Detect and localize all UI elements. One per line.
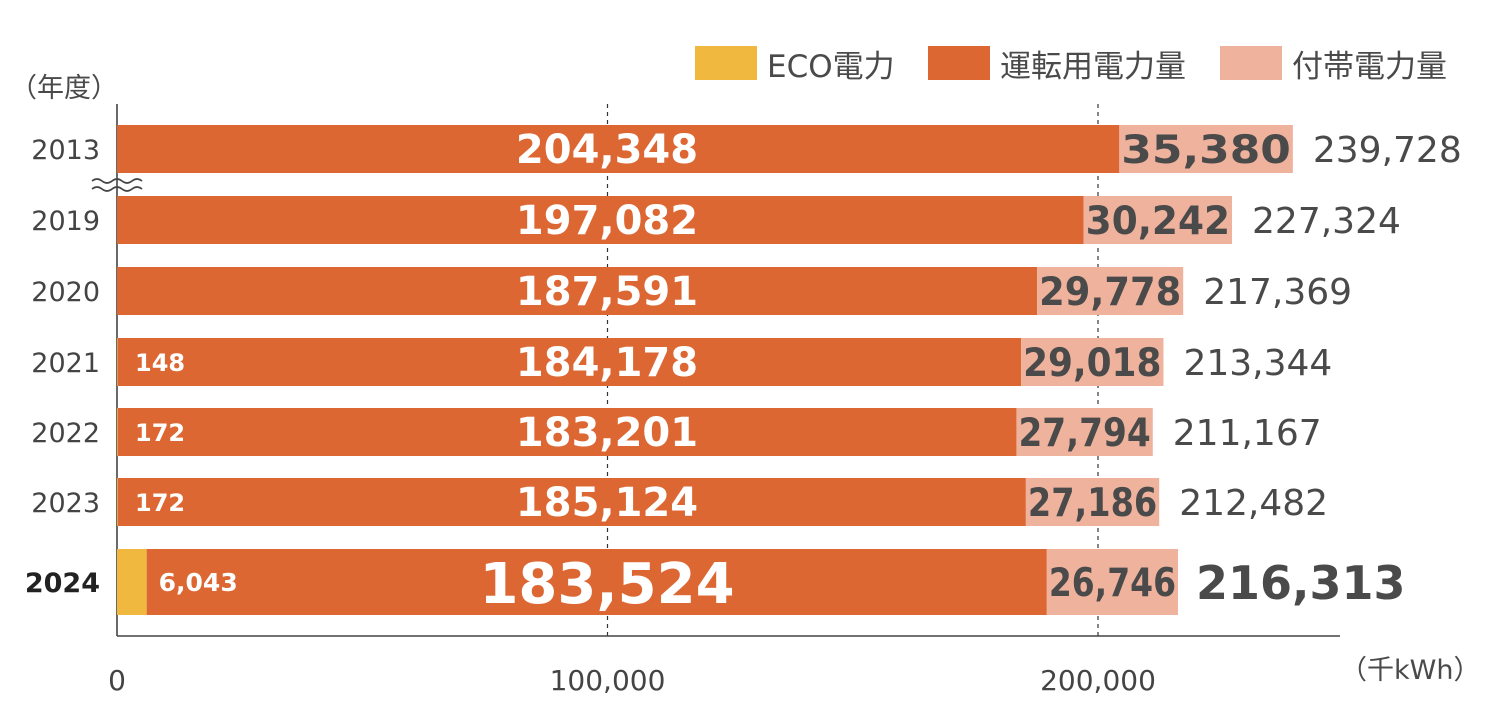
bar-eco-2024 — [117, 549, 147, 615]
x-axis-unit-label: （千kWh） — [1340, 655, 1481, 686]
legend-label-auxiliary: 付帯電力量 — [1292, 48, 1447, 85]
bar-operation-2020 — [117, 267, 1038, 315]
bar-eco-2022 — [117, 408, 118, 456]
data-label-eco-2023: 172 — [135, 489, 185, 517]
bar-auxiliary-2022 — [1016, 408, 1153, 456]
data-label-auxiliary-2023: 27,186 — [1028, 481, 1157, 526]
total-label-2013: 239,728 — [1313, 130, 1462, 171]
total-label-2020: 217,369 — [1203, 272, 1352, 313]
bar-eco-2021 — [117, 338, 118, 386]
bar-auxiliary-2023 — [1025, 478, 1160, 526]
data-label-auxiliary-2024: 26,746 — [1049, 561, 1176, 606]
y-tick-label-2023: 2023 — [31, 488, 100, 519]
bar-operation-2023 — [117, 478, 1026, 526]
legend-swatch-auxiliary — [1220, 46, 1282, 80]
bar-operation-2022 — [117, 408, 1017, 456]
bar-operation-2024 — [146, 549, 1047, 615]
data-label-operation-2022: 183,201 — [516, 410, 698, 456]
data-label-eco-2022: 172 — [135, 419, 185, 447]
legend-item-operation: 運転用電力量 — [928, 44, 1186, 85]
y-tick-label-2019: 2019 — [31, 206, 100, 237]
data-label-operation-2019: 197,082 — [516, 198, 698, 244]
bar-operation-2021 — [117, 338, 1022, 386]
legend-label-eco: ECO電力 — [767, 48, 895, 85]
y-tick-label-2022: 2022 — [31, 418, 100, 449]
data-label-auxiliary-2022: 27,794 — [1018, 411, 1150, 456]
bar-auxiliary-2020 — [1037, 267, 1184, 315]
total-label-2022: 211,167 — [1173, 413, 1322, 454]
data-label-operation-2013: 204,348 — [516, 127, 698, 173]
data-label-auxiliary-2019: 30,242 — [1086, 199, 1230, 244]
x-tick-label-2: 200,000 — [1040, 664, 1156, 697]
bar-auxiliary-2024 — [1046, 549, 1179, 615]
bar-auxiliary-2013 — [1119, 125, 1293, 173]
y-tick-label-2013: 2013 — [31, 135, 100, 166]
y-tick-label-2020: 2020 — [31, 277, 100, 308]
y-tick-label-2021: 2021 — [31, 348, 100, 379]
axis-break-wave-1 — [91, 186, 143, 192]
total-label-2019: 227,324 — [1252, 201, 1401, 242]
x-tick-label-0: 0 — [108, 664, 126, 697]
x-tick-label-1: 100,000 — [550, 664, 666, 697]
legend-swatch-operation — [928, 46, 990, 80]
total-label-2021: 213,344 — [1183, 343, 1332, 384]
bar-operation-2019 — [117, 196, 1084, 244]
bar-auxiliary-2019 — [1083, 196, 1233, 244]
data-label-operation-2021: 184,178 — [516, 340, 698, 386]
data-label-operation-2024: 183,524 — [479, 552, 734, 617]
data-label-auxiliary-2013: 35,380 — [1121, 128, 1291, 173]
y-axis-unit-label: （年度） — [10, 73, 118, 104]
legend-item-auxiliary: 付帯電力量 — [1220, 44, 1447, 85]
bar-operation-2013 — [117, 125, 1120, 173]
total-label-2024: 216,313 — [1196, 556, 1406, 610]
data-label-operation-2020: 187,591 — [516, 269, 698, 315]
bar-auxiliary-2021 — [1021, 338, 1164, 386]
data-label-auxiliary-2020: 29,778 — [1039, 270, 1181, 315]
data-label-auxiliary-2021: 29,018 — [1023, 341, 1161, 386]
axis-break-wave-0 — [91, 178, 143, 184]
legend-item-eco: ECO電力 — [695, 44, 895, 85]
total-label-2023: 212,482 — [1179, 483, 1328, 524]
data-label-operation-2023: 185,124 — [516, 480, 698, 526]
bar-eco-2023 — [117, 478, 118, 526]
legend-swatch-eco — [695, 46, 757, 80]
data-label-eco-2024: 6,043 — [159, 568, 238, 597]
data-label-eco-2021: 148 — [135, 349, 185, 377]
y-tick-label-2024: 2024 — [25, 568, 100, 599]
legend-label-operation: 運転用電力量 — [1000, 48, 1186, 85]
